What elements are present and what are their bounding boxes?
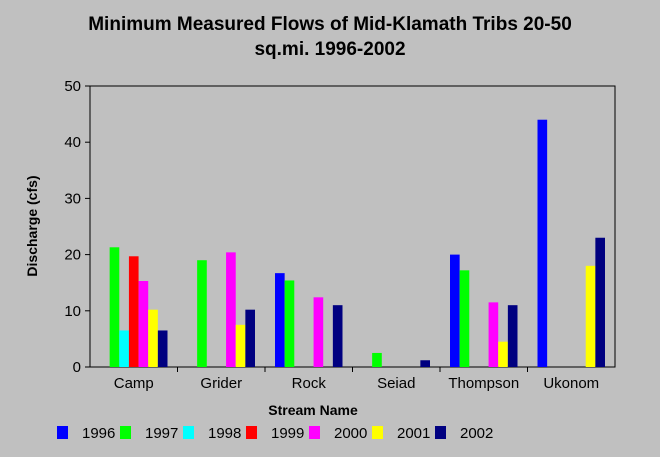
- bar-2002-rock: [332, 305, 343, 367]
- bar-1997-grider: [197, 260, 207, 367]
- y-axis: 0 10 20 30 40 50: [64, 78, 90, 376]
- chart-title: Minimum Measured Flows of Mid-Klamath Tr…: [0, 12, 660, 62]
- legend-swatch-1999: [246, 426, 257, 439]
- legend-label: 1998: [208, 425, 241, 442]
- bar-2001-camp: [148, 309, 158, 367]
- legend-swatch-2000: [309, 426, 320, 439]
- x-tick-label: Camp: [114, 375, 154, 392]
- bar-2000-camp: [138, 281, 149, 367]
- legend-label: 2002: [460, 425, 493, 442]
- bar-1999-camp: [128, 256, 139, 367]
- bar-1997-camp: [109, 247, 120, 367]
- bar-1997-seiad: [372, 352, 382, 367]
- y-tick-label: 30: [64, 190, 81, 207]
- bar-2001-ukonom: [585, 265, 596, 367]
- legend-swatch-2002: [435, 426, 446, 439]
- legend-label: 1997: [145, 425, 178, 442]
- legend-label: 2000: [334, 425, 367, 442]
- x-tick-label: Seiad: [377, 375, 415, 392]
- x-tick-label: Thompson: [448, 375, 519, 392]
- bar-series: [109, 119, 605, 367]
- plot-area: [89, 85, 616, 368]
- x-tick-label: Ukonom: [543, 375, 599, 392]
- legend-swatch-1997: [120, 426, 131, 439]
- bar-1997-rock: [284, 280, 295, 367]
- y-tick-label: 0: [73, 359, 81, 376]
- x-axis-title: Stream Name: [268, 402, 358, 418]
- bar-2002-grider: [245, 309, 255, 367]
- y-axis-title: Discharge (cfs): [24, 175, 40, 276]
- bar-2002-ukonom: [595, 237, 605, 367]
- x-tick-label: Rock: [292, 375, 327, 392]
- chart-title-line-2: sq.mi. 1996-2002: [254, 39, 406, 60]
- y-tick-label: 10: [64, 303, 81, 320]
- legend-swatch-1998: [183, 426, 194, 439]
- bar-1996-ukonom: [537, 119, 548, 367]
- bar-2000-rock: [313, 297, 324, 367]
- legend-swatch-2001: [372, 426, 383, 439]
- bar-2002-thompson: [507, 305, 518, 367]
- bar-2002-seiad: [420, 360, 430, 367]
- chart-title-line-1: Minimum Measured Flows of Mid-Klamath Tr…: [88, 14, 572, 35]
- legend-label: 1999: [271, 425, 304, 442]
- bar-2001-grider: [235, 324, 246, 367]
- legend: 1996 1997 1998 1999 2000 2001 2002: [57, 425, 493, 442]
- bar-1996-rock: [275, 273, 285, 367]
- bar-1997-thompson: [459, 270, 470, 367]
- legend-swatch-1996: [57, 426, 68, 439]
- bar-2001-thompson: [498, 341, 508, 367]
- y-tick-label: 20: [64, 247, 81, 264]
- bar-2000-grider: [226, 252, 236, 367]
- x-tick-label: Grider: [200, 375, 242, 392]
- y-tick-label: 40: [64, 134, 81, 151]
- bar-2002-camp: [157, 330, 168, 367]
- bar-1996-thompson: [450, 254, 460, 367]
- bar-1998-camp: [119, 330, 129, 367]
- legend-label: 2001: [397, 425, 430, 442]
- y-tick-label: 50: [64, 78, 81, 95]
- bar-2000-thompson: [488, 302, 499, 367]
- legend-label: 1996: [82, 425, 115, 442]
- x-axis: Camp Grider Rock Seiad Thompson Ukonom: [114, 367, 599, 392]
